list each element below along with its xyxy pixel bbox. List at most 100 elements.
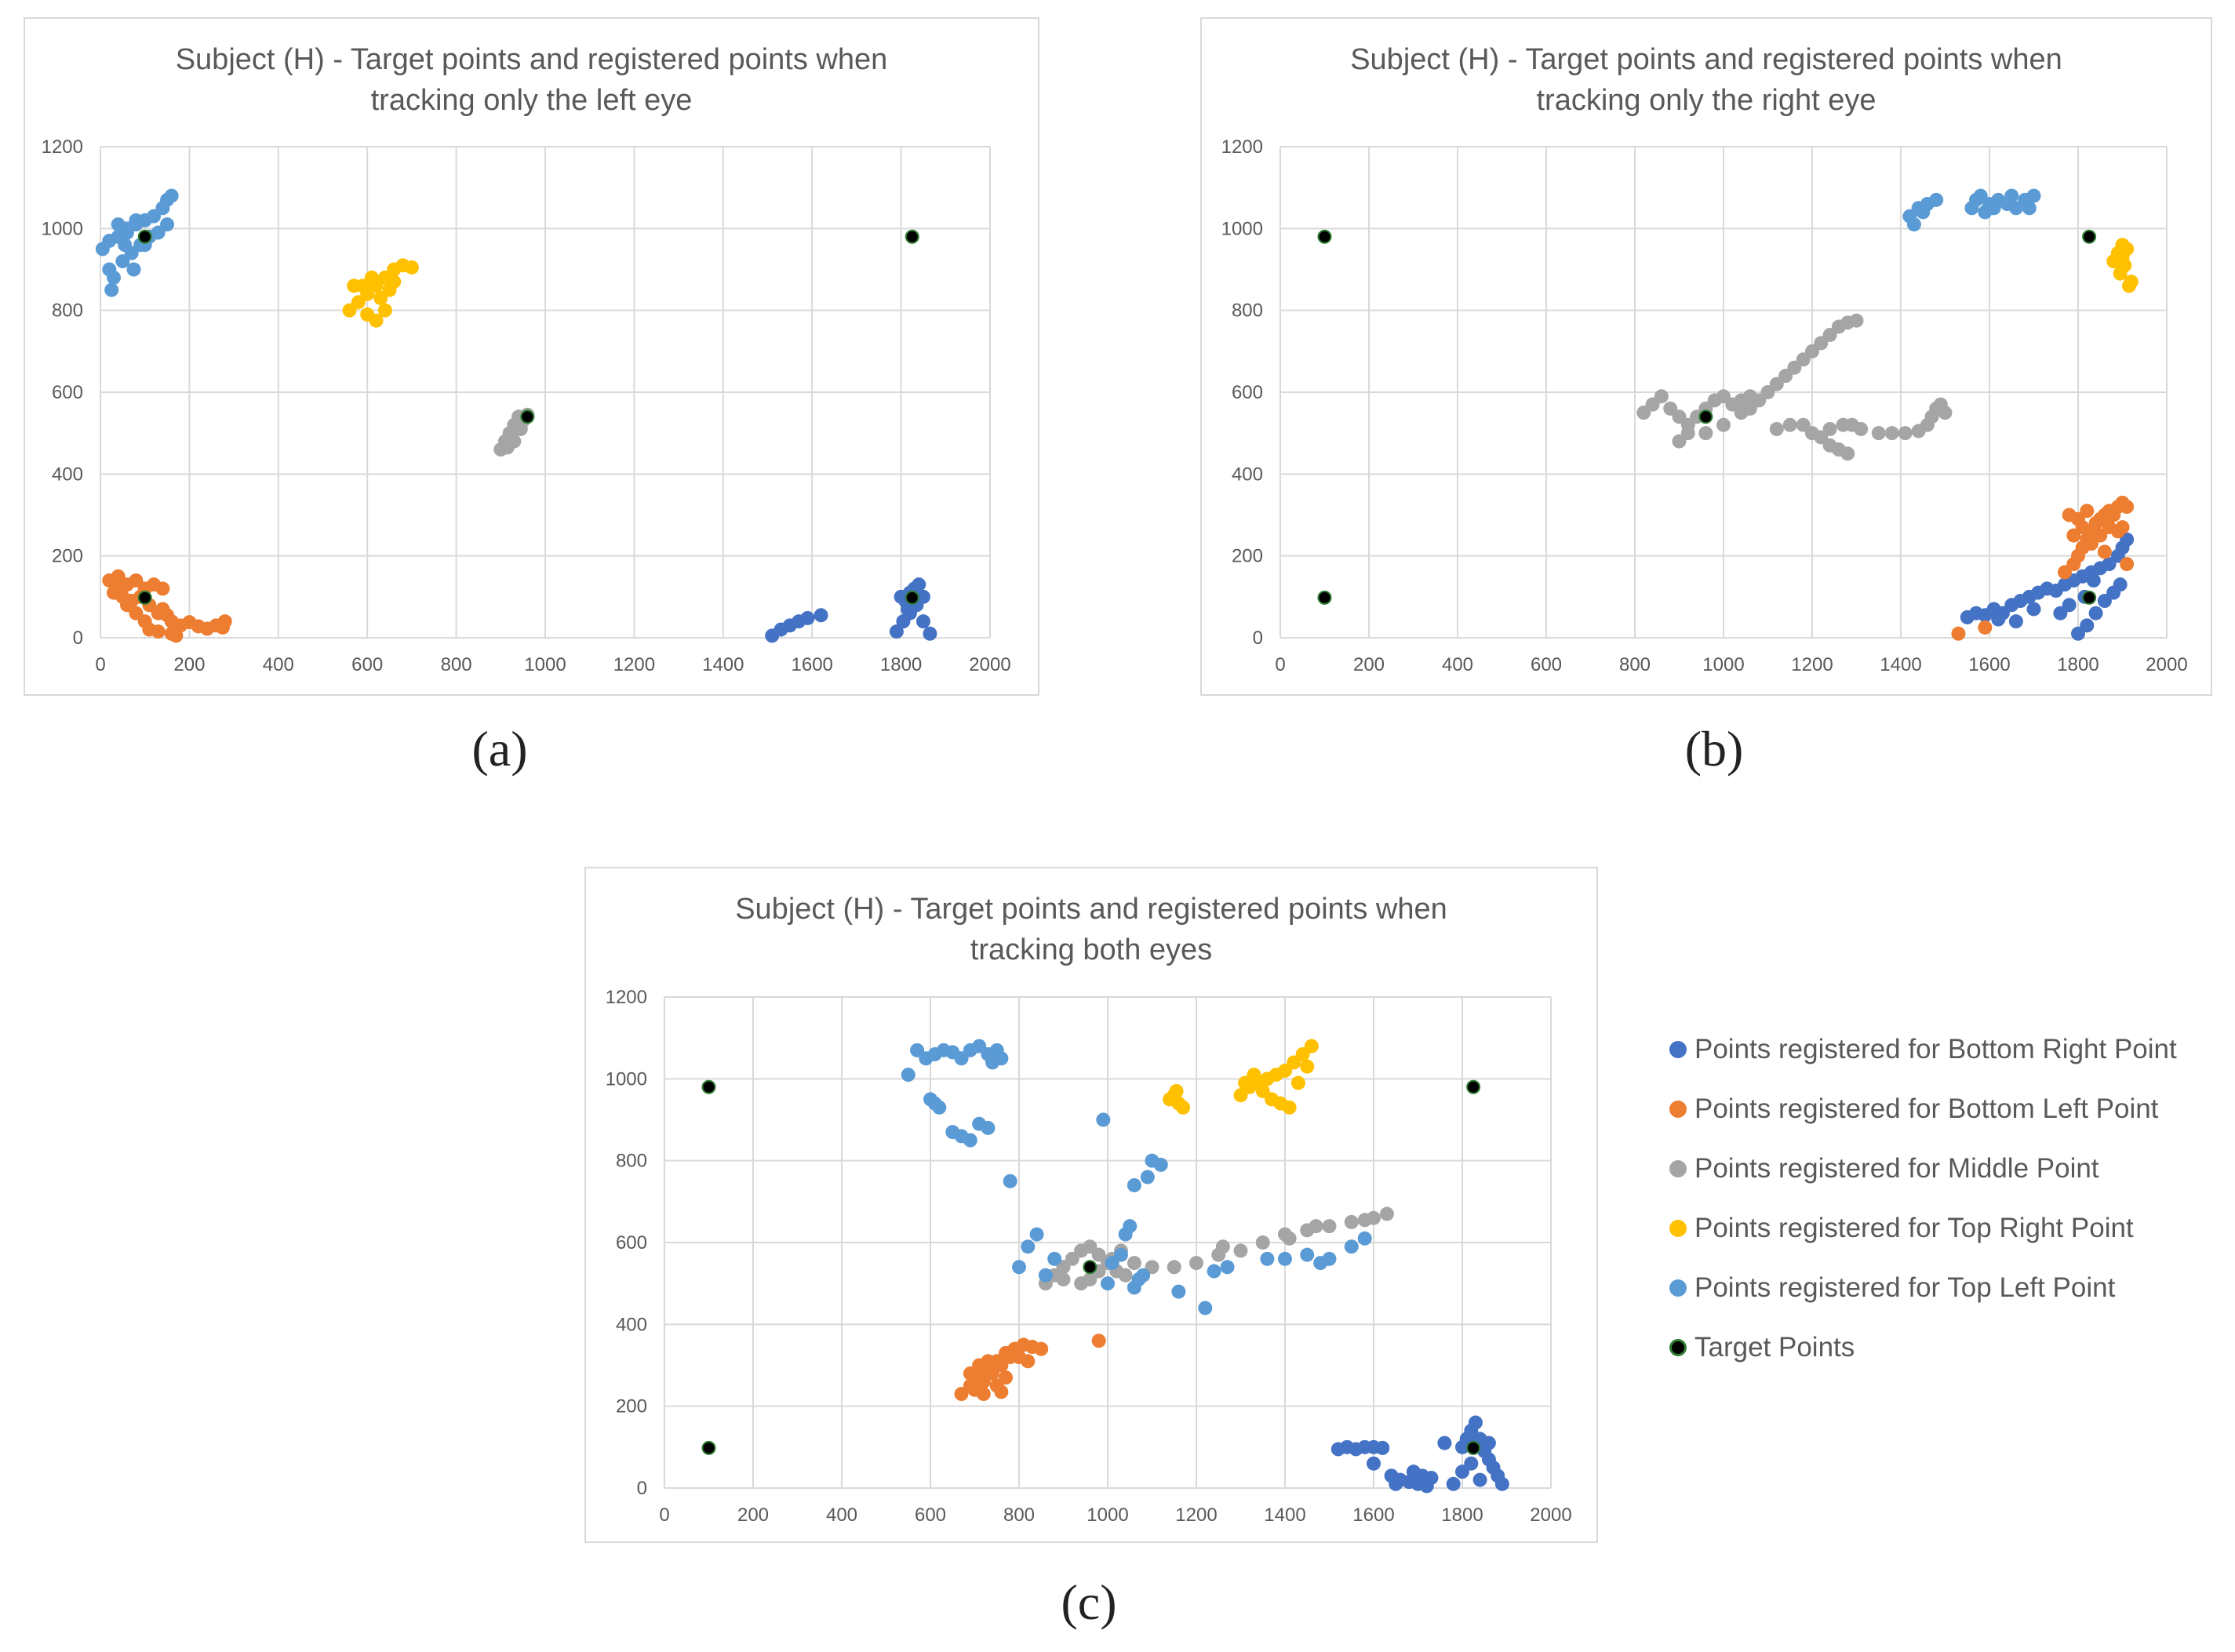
data-point <box>2097 594 2112 609</box>
x-tick-label: 2000 <box>969 654 1010 675</box>
series-1 <box>1951 495 2135 641</box>
data-point <box>1884 426 1899 441</box>
data-point <box>2093 528 2108 543</box>
data-point <box>2022 201 2037 216</box>
data-point <box>1357 1231 1372 1246</box>
data-point <box>954 1051 969 1066</box>
x-tick-label: 2000 <box>2146 654 2187 675</box>
x-tick-label: 1800 <box>1441 1505 1483 1526</box>
data-point <box>1871 426 1886 441</box>
data-point <box>1716 417 1731 432</box>
x-tick-label: 1800 <box>880 654 922 675</box>
caption-a: (a) <box>471 721 528 777</box>
data-point <box>2084 537 2098 551</box>
data-point <box>1189 1256 1203 1271</box>
data-point <box>1198 1301 1213 1315</box>
data-point <box>129 213 144 227</box>
data-point <box>985 1366 1000 1381</box>
data-point <box>1056 1272 1071 1286</box>
data-point <box>2004 188 2019 203</box>
data-point <box>1787 360 1802 375</box>
data-point <box>1455 1465 1469 1479</box>
data-point <box>800 610 815 625</box>
x-tick-label: 1400 <box>702 654 744 675</box>
x-tick-label: 1600 <box>792 654 833 675</box>
data-point <box>1171 1284 1186 1299</box>
data-point <box>1021 1354 1036 1369</box>
data-point <box>373 291 388 306</box>
legend-label: Points registered for Bottom Right Point <box>1694 1034 2177 1064</box>
y-tick-label: 0 <box>1253 628 1263 649</box>
data-point <box>1437 1435 1452 1450</box>
data-point <box>1247 1068 1261 1083</box>
data-point <box>1083 1272 1097 1286</box>
legend-label: Points registered for Top Right Point <box>1694 1213 2134 1243</box>
data-point <box>1278 1063 1292 1078</box>
x-tick-label: 1000 <box>1702 654 1744 675</box>
data-point <box>1796 352 1811 367</box>
data-point <box>1645 397 1660 412</box>
data-point <box>1916 205 1931 220</box>
data-point <box>1127 1177 1141 1192</box>
data-point <box>1769 421 1784 436</box>
data-point <box>129 573 144 588</box>
y-tick-label: 800 <box>616 1151 647 1172</box>
legend-marker <box>1669 1339 1687 1356</box>
data-point <box>151 624 166 639</box>
data-point <box>954 1387 969 1402</box>
data-point <box>155 581 170 596</box>
data-point <box>896 614 911 629</box>
data-point <box>1782 417 1797 432</box>
legend-marker <box>1669 1220 1687 1237</box>
x-tick-label: 2000 <box>1530 1505 1571 1526</box>
data-point <box>1898 426 1913 441</box>
data-point <box>999 1370 1014 1385</box>
data-point <box>155 602 170 617</box>
data-point <box>369 313 384 328</box>
data-point <box>1464 1456 1479 1471</box>
data-point <box>1840 446 1855 461</box>
data-point <box>923 626 937 641</box>
data-point <box>1038 1268 1053 1283</box>
data-point <box>1822 421 1837 436</box>
series-2 <box>1038 1206 1394 1291</box>
data-point <box>1207 1264 1221 1279</box>
series-1 <box>954 1334 1106 1402</box>
x-tick-label: 1200 <box>1175 1505 1217 1526</box>
data-point <box>1233 1088 1248 1103</box>
x-tick-label: 400 <box>1442 654 1473 675</box>
series-5 <box>1317 229 2097 605</box>
data-point <box>1096 1112 1111 1127</box>
data-point <box>1304 1039 1319 1053</box>
data-point <box>1760 385 1775 399</box>
data-point <box>1101 1276 1115 1291</box>
x-tick-label: 1600 <box>1352 1505 1394 1526</box>
data-point <box>1424 1470 1439 1485</box>
series-3 <box>1163 1039 1319 1115</box>
chart-title: Subject (H) - Target points and register… <box>735 893 1447 966</box>
data-point <box>2080 504 2095 519</box>
y-tick-label: 1000 <box>606 1068 647 1090</box>
series-3 <box>2106 238 2139 293</box>
series-0 <box>1330 1415 1509 1494</box>
data-point <box>126 262 141 277</box>
data-point <box>1153 1157 1168 1172</box>
data-point <box>1300 1247 1315 1262</box>
data-point <box>1654 389 1669 404</box>
data-point <box>1260 1251 1275 1266</box>
data-point <box>160 217 175 232</box>
data-point <box>147 209 162 224</box>
y-tick-label: 800 <box>1232 300 1263 322</box>
legend-label: Points registered for Top Left Point <box>1694 1272 2116 1303</box>
data-point <box>981 1120 996 1135</box>
data-point <box>1481 1435 1496 1450</box>
series-5 <box>137 229 919 605</box>
data-point <box>1814 336 1829 351</box>
target-point <box>520 409 535 424</box>
legend-label: Points registered for Middle Point <box>1694 1153 2099 1184</box>
data-point <box>1140 1170 1155 1184</box>
data-point <box>2066 528 2081 543</box>
y-tick-label: 400 <box>52 464 83 485</box>
data-point <box>2102 557 2117 572</box>
x-tick-label: 1400 <box>1264 1505 1305 1526</box>
